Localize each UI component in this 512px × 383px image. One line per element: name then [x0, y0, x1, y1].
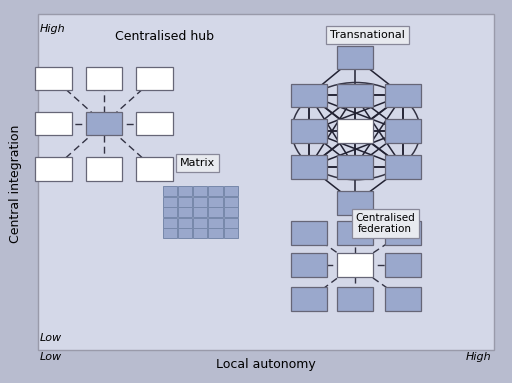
FancyBboxPatch shape [385, 83, 421, 107]
Text: High: High [466, 352, 492, 362]
Bar [178, 186, 192, 196]
Bar [38, 14, 494, 350]
Text: Low: Low [39, 333, 61, 343]
Bar [224, 229, 238, 238]
FancyBboxPatch shape [336, 119, 373, 143]
Text: Low: Low [39, 352, 61, 362]
FancyBboxPatch shape [336, 46, 373, 69]
Bar [193, 186, 207, 196]
Text: High: High [39, 23, 65, 34]
Bar [208, 218, 223, 228]
Bar [224, 186, 238, 196]
FancyBboxPatch shape [137, 112, 173, 135]
FancyBboxPatch shape [336, 221, 373, 245]
Bar [163, 229, 177, 238]
FancyBboxPatch shape [291, 221, 327, 245]
Bar [178, 207, 192, 217]
FancyBboxPatch shape [291, 83, 327, 107]
Bar [163, 218, 177, 228]
FancyBboxPatch shape [35, 157, 72, 180]
Bar [178, 197, 192, 206]
FancyBboxPatch shape [336, 287, 373, 311]
FancyBboxPatch shape [35, 112, 72, 135]
Bar [224, 207, 238, 217]
Bar [208, 207, 223, 217]
FancyBboxPatch shape [385, 155, 421, 178]
Bar [193, 207, 207, 217]
Text: Local autonomy: Local autonomy [216, 358, 316, 371]
FancyBboxPatch shape [385, 254, 421, 277]
Bar [193, 229, 207, 238]
FancyBboxPatch shape [291, 254, 327, 277]
FancyBboxPatch shape [291, 155, 327, 178]
FancyBboxPatch shape [385, 119, 421, 143]
Text: Centralised
federation: Centralised federation [355, 213, 415, 234]
FancyBboxPatch shape [86, 112, 122, 135]
FancyBboxPatch shape [385, 221, 421, 245]
Bar [208, 197, 223, 206]
Text: Centralised hub: Centralised hub [115, 30, 215, 43]
FancyBboxPatch shape [35, 67, 72, 90]
Text: Transnational: Transnational [330, 30, 405, 40]
FancyBboxPatch shape [336, 191, 373, 214]
FancyBboxPatch shape [86, 67, 122, 90]
Bar [208, 186, 223, 196]
Bar [208, 229, 223, 238]
FancyBboxPatch shape [137, 67, 173, 90]
Bar [163, 186, 177, 196]
Bar [193, 197, 207, 206]
Bar [193, 218, 207, 228]
Text: Matrix: Matrix [180, 158, 216, 168]
FancyBboxPatch shape [291, 119, 327, 143]
Bar [178, 229, 192, 238]
Bar [178, 218, 192, 228]
Bar [163, 197, 177, 206]
Bar [224, 218, 238, 228]
FancyBboxPatch shape [336, 254, 373, 277]
FancyBboxPatch shape [336, 83, 373, 107]
FancyBboxPatch shape [86, 157, 122, 180]
FancyBboxPatch shape [137, 157, 173, 180]
FancyBboxPatch shape [336, 155, 373, 178]
Text: Central integration: Central integration [9, 125, 22, 243]
FancyBboxPatch shape [385, 287, 421, 311]
FancyBboxPatch shape [291, 287, 327, 311]
Bar [163, 207, 177, 217]
Bar [224, 197, 238, 206]
